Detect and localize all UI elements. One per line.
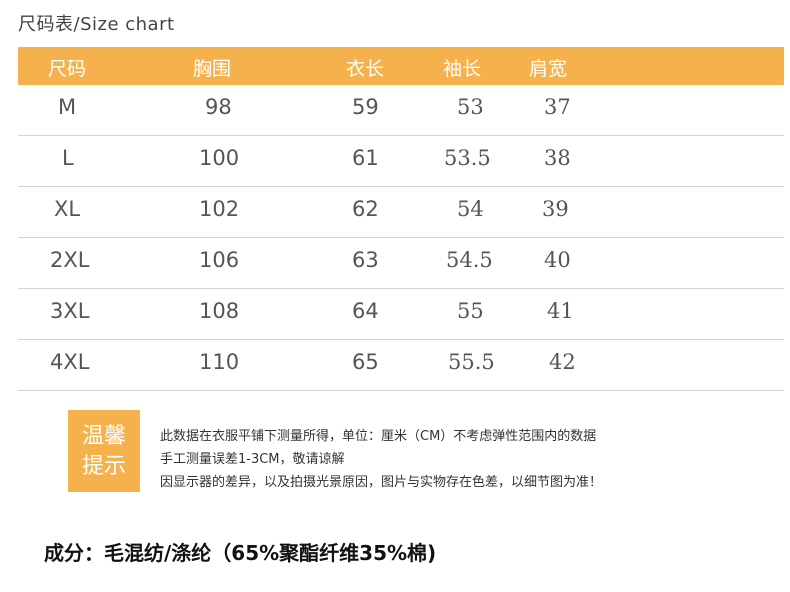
- row-divider: [18, 288, 784, 289]
- table-row: 2XL 106 63 54.5 40: [0, 238, 790, 289]
- length-cell: 63: [352, 248, 379, 272]
- row-divider: [18, 135, 784, 136]
- column-header-sleeve: 袖长: [443, 58, 482, 80]
- tip-label-line1: 温馨: [81, 424, 126, 449]
- shoulder-cell: 40: [544, 248, 571, 272]
- sleeve-cell: 54.5: [446, 248, 493, 272]
- shoulder-cell: 41: [547, 299, 574, 323]
- shoulder-cell: 42: [549, 350, 576, 374]
- row-divider: [18, 339, 784, 340]
- chest-cell: 98: [205, 95, 232, 119]
- table-row: M 98 59 53 37: [0, 85, 790, 136]
- sleeve-cell: 55: [457, 299, 484, 323]
- sleeve-cell: 54: [457, 197, 484, 221]
- shoulder-cell: 38: [544, 146, 571, 170]
- sleeve-cell: 55.5: [448, 350, 495, 374]
- size-cell: 3XL: [50, 299, 90, 323]
- page-title: 尺码表/Size chart: [18, 14, 175, 35]
- tip-badge: 温馨 提示: [68, 410, 140, 492]
- tip-note: 因显示器的差异，以及拍摄光景原因，图片与实物存在色差，以细节图为准！: [160, 475, 603, 490]
- table-header-bar: [18, 47, 784, 85]
- chest-cell: 106: [199, 248, 240, 272]
- composition-text: 成分：毛混纺/涤纶（65%聚酯纤维35%棉): [44, 541, 437, 565]
- shoulder-cell: 37: [544, 95, 571, 119]
- tip-note: 此数据在衣服平铺下测量所得，单位：厘米（CM）不考虑弹性范围内的数据: [160, 429, 597, 444]
- tip-label-line2: 提示: [81, 454, 126, 479]
- shoulder-cell: 39: [542, 197, 569, 221]
- chest-cell: 108: [199, 299, 240, 323]
- table-row: 4XL 110 65 55.5 42: [0, 340, 790, 391]
- tip-note: 手工测量误差1-3CM，敬请谅解: [160, 452, 345, 467]
- column-header-chest: 胸围: [193, 58, 232, 80]
- size-cell: 2XL: [50, 248, 90, 272]
- chest-cell: 110: [199, 350, 240, 374]
- column-header-shoulder: 肩宽: [529, 58, 568, 80]
- length-cell: 64: [352, 299, 379, 323]
- column-header-size: 尺码: [48, 58, 87, 80]
- length-cell: 62: [352, 197, 379, 221]
- size-cell: M: [58, 95, 77, 119]
- column-header-length: 衣长: [346, 58, 385, 80]
- row-divider: [18, 186, 784, 187]
- table-row: L 100 61 53.5 38: [0, 136, 790, 187]
- table-row: 3XL 108 64 55 41: [0, 289, 790, 340]
- length-cell: 61: [352, 146, 379, 170]
- chest-cell: 100: [199, 146, 240, 170]
- row-divider: [18, 237, 784, 238]
- size-cell: L: [62, 146, 74, 170]
- sleeve-cell: 53.5: [444, 146, 491, 170]
- row-divider: [18, 390, 784, 391]
- length-cell: 65: [352, 350, 379, 374]
- table-row: XL 102 62 54 39: [0, 187, 790, 238]
- size-cell: XL: [54, 197, 81, 221]
- size-cell: 4XL: [50, 350, 90, 374]
- chest-cell: 102: [199, 197, 240, 221]
- sleeve-cell: 53: [457, 95, 484, 119]
- length-cell: 59: [352, 95, 379, 119]
